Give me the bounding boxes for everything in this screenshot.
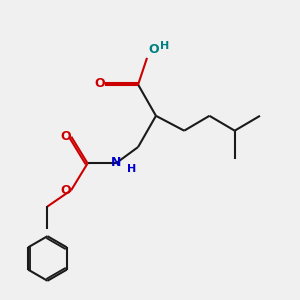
Text: N: N	[111, 156, 121, 169]
Text: O: O	[61, 184, 71, 196]
Text: O: O	[61, 130, 71, 143]
Text: H: H	[160, 41, 169, 51]
Text: O: O	[95, 77, 105, 90]
Text: H: H	[127, 164, 136, 174]
Text: O: O	[148, 44, 159, 56]
